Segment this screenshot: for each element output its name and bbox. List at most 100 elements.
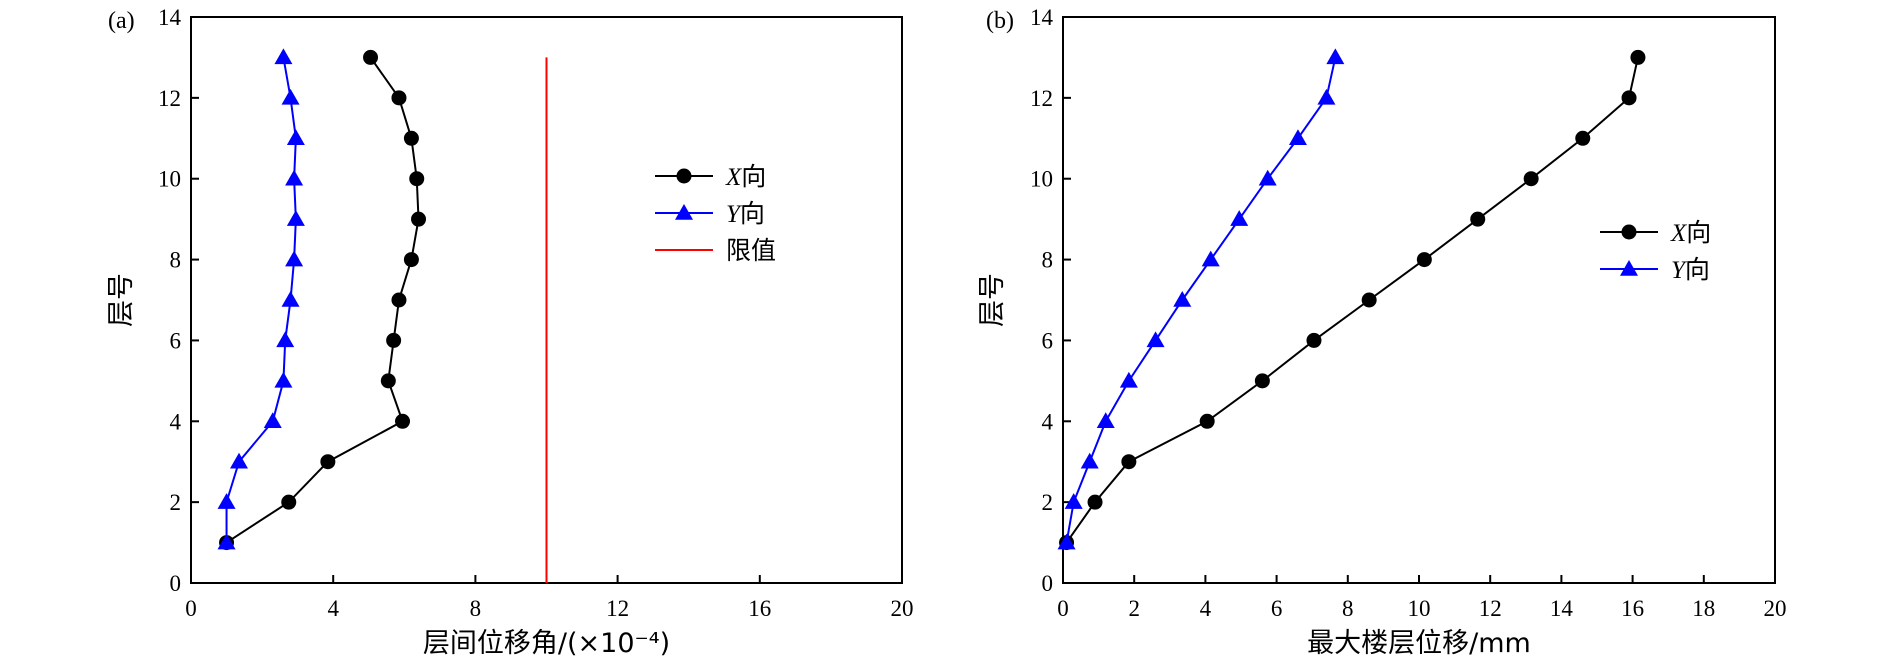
- y-tick-label: 0: [1042, 571, 1054, 596]
- y-tick-label: 14: [158, 5, 182, 30]
- x-tick-label: 12: [606, 596, 629, 621]
- y-tick-label: 4: [1042, 409, 1054, 434]
- series-y: [1057, 48, 1345, 550]
- legend-label-suffix: 向: [741, 162, 766, 191]
- x-tick-label: 16: [1621, 596, 1644, 621]
- data-point: [1146, 331, 1165, 348]
- legend-item: X向: [1600, 218, 1711, 247]
- legend-marker: [1620, 260, 1638, 276]
- x-tick-label: 4: [327, 596, 339, 621]
- y-tick-label: 12: [158, 86, 181, 111]
- data-point: [285, 250, 304, 267]
- data-point: [1173, 291, 1192, 307]
- data-point: [281, 494, 297, 510]
- data-point: [1621, 90, 1637, 106]
- x-tick-label: 10: [1408, 596, 1431, 621]
- y-tick-label: 10: [158, 167, 181, 192]
- legend-item: Y向: [655, 199, 765, 228]
- data-point: [1575, 130, 1591, 146]
- y-tick-label: 2: [170, 490, 182, 515]
- legend-label-axis: X: [1670, 220, 1688, 247]
- data-point: [386, 332, 402, 348]
- x-tick-label: 0: [1057, 596, 1069, 621]
- x-tick-label: 18: [1692, 596, 1715, 621]
- data-point: [1630, 49, 1646, 65]
- legend-item: Y向: [1600, 255, 1710, 284]
- data-point: [229, 452, 248, 469]
- legend-marker: [1621, 224, 1637, 240]
- data-point: [403, 252, 419, 268]
- data-point: [1121, 454, 1137, 470]
- legend-label-axis: Y: [1671, 257, 1688, 284]
- data-point: [391, 292, 407, 308]
- legend-item: 限值: [655, 236, 776, 265]
- data-point: [1199, 413, 1215, 429]
- y-axis-title: 层号: [977, 273, 1008, 327]
- y-tick-label: 12: [1030, 86, 1053, 111]
- legend-marker: [676, 168, 692, 184]
- legend-label-axis: X: [725, 164, 743, 191]
- legend-label: Y向: [726, 199, 765, 228]
- data-point: [217, 533, 236, 550]
- y-tick-label: 0: [170, 571, 182, 596]
- data-point: [217, 493, 236, 509]
- series-y: [217, 48, 305, 550]
- x-tick-label: 16: [748, 596, 771, 621]
- data-point: [1326, 48, 1345, 65]
- data-point: [281, 88, 300, 105]
- panel-b: 0 2 4 6 8 10 12 14 16 18 20 0 2 4 6 8 10 12 14 (b) 最大楼层位移/mm…: [977, 5, 1787, 659]
- data-point: [409, 171, 425, 187]
- data-point: [1080, 452, 1099, 469]
- x-tick-label: 2: [1128, 596, 1140, 621]
- data-point: [1317, 88, 1336, 105]
- legend-label: Y向: [1671, 255, 1710, 284]
- x-tick-label: 12: [1479, 596, 1502, 621]
- data-point: [1470, 211, 1486, 227]
- data-point: [1087, 494, 1103, 510]
- legend-label-suffix: 向: [740, 199, 765, 228]
- x-tick-label: 4: [1200, 596, 1212, 621]
- data-point: [263, 412, 282, 429]
- y-tick-label: 4: [170, 409, 182, 434]
- x-tick-label: 20: [891, 596, 914, 621]
- panel-a: 0 4 8 12 16 20 0 2 4 6 8 10 12 14 (a) 层间位移角/(×10⁻⁴) 层号 X向…: [106, 5, 914, 659]
- y-tick-label: 6: [170, 328, 182, 353]
- x-tick-label: 8: [1342, 596, 1354, 621]
- data-point: [1201, 250, 1220, 267]
- data-point: [391, 90, 407, 106]
- data-point: [274, 371, 293, 388]
- y-tick-label: 8: [1042, 248, 1054, 273]
- panel-label: (b): [986, 8, 1014, 34]
- data-point: [286, 129, 305, 146]
- legend-label-suffix: 限值: [726, 236, 776, 265]
- data-point: [1064, 493, 1083, 509]
- data-point: [1523, 171, 1539, 187]
- legend-label: X向: [725, 162, 766, 191]
- x-axis-title: 层间位移角/(×10⁻⁴): [423, 628, 670, 659]
- y-tick-label: 2: [1042, 490, 1054, 515]
- x-tick-label: 14: [1550, 596, 1574, 621]
- panel-label: (a): [108, 8, 135, 34]
- data-point: [395, 413, 411, 429]
- data-point: [276, 331, 295, 348]
- legend-label: 限值: [726, 236, 776, 265]
- legend-marker: [675, 204, 693, 220]
- data-point: [1258, 169, 1277, 186]
- data-point: [1254, 373, 1270, 389]
- data-point: [411, 211, 427, 227]
- x-tick-label: 6: [1271, 596, 1283, 621]
- x-tick-label: 20: [1764, 596, 1787, 621]
- y-tick-label: 10: [1030, 167, 1053, 192]
- data-point: [403, 130, 419, 146]
- x-axis-title: 最大楼层位移/mm: [1307, 628, 1531, 659]
- x-tick-label: 0: [185, 596, 197, 621]
- y-tick-label: 8: [170, 248, 182, 273]
- data-point: [1416, 252, 1432, 268]
- data-point: [1096, 412, 1115, 429]
- data-point: [285, 169, 304, 186]
- y-tick-label: 6: [1042, 328, 1054, 353]
- y-tick-label: 14: [1030, 5, 1054, 30]
- legend-label: X向: [1670, 218, 1711, 247]
